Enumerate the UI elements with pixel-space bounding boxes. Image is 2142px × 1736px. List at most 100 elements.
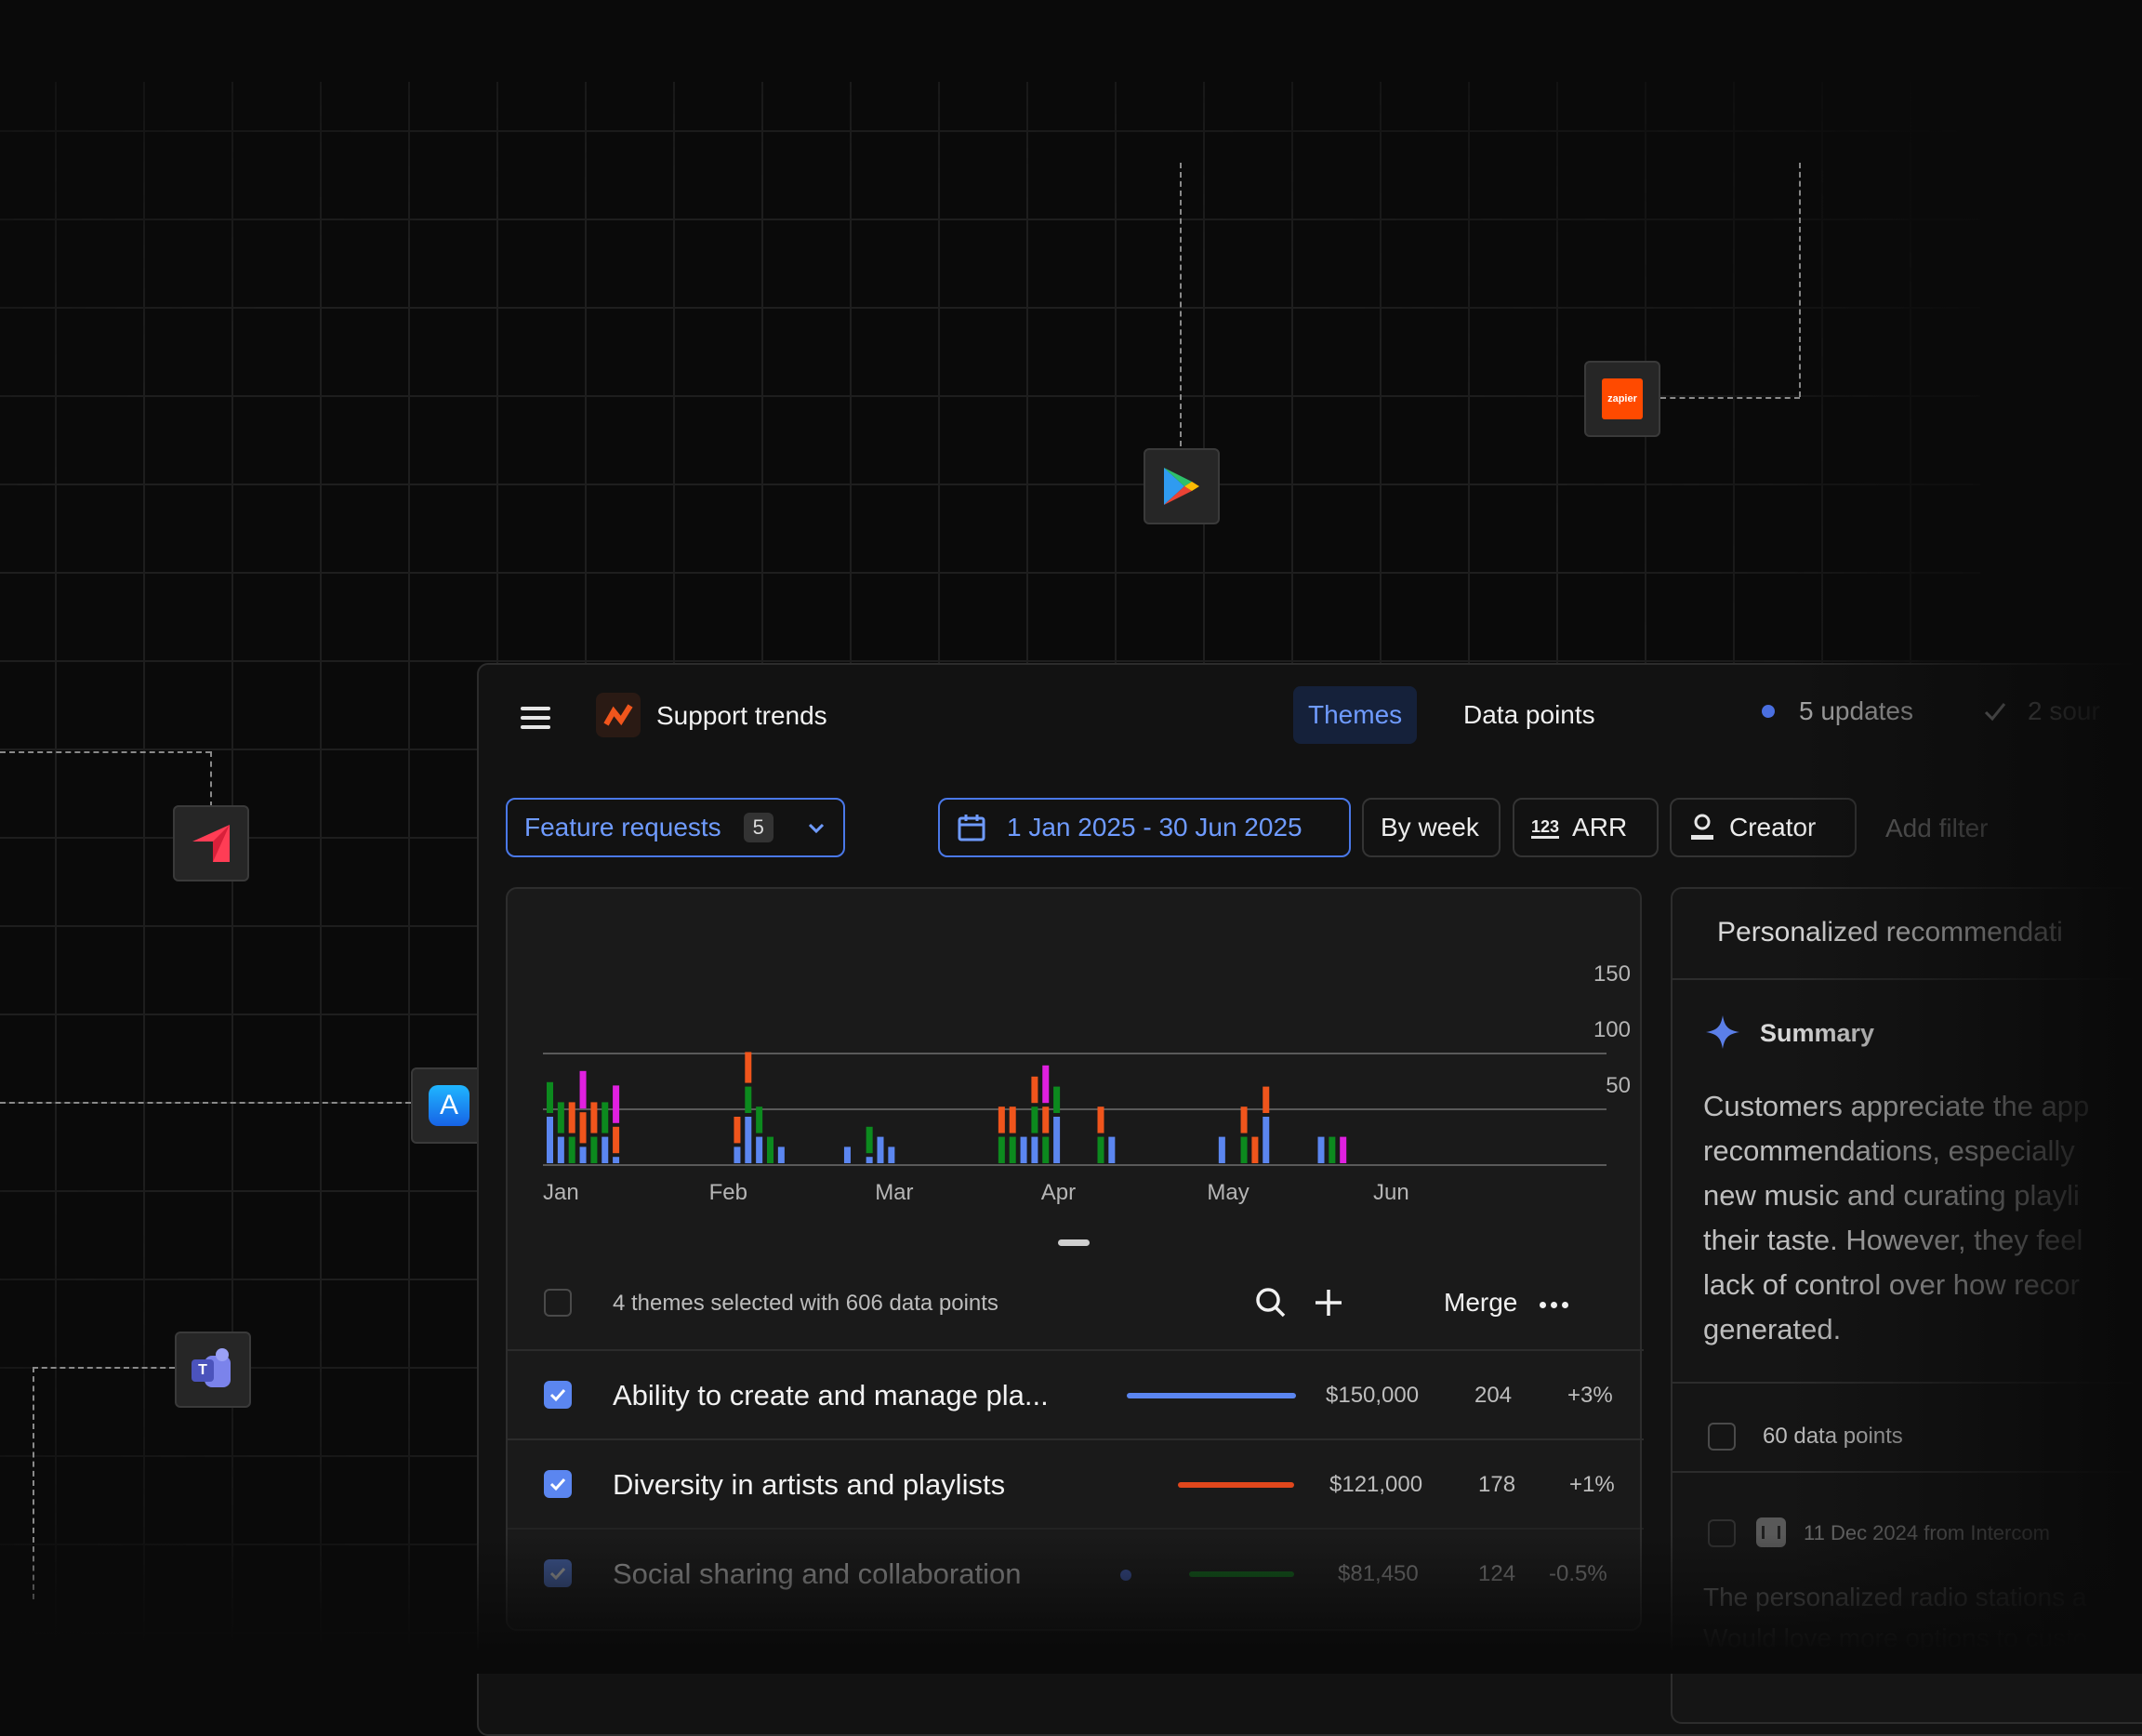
chart-bar-segment[interactable] [756,1107,763,1133]
connector-line [0,751,211,753]
x-tick-label: May [1207,1180,1249,1205]
chart-bar-segment[interactable] [557,1136,564,1163]
sources-indicator[interactable]: 2 sour [1983,696,2100,726]
chart-bar-segment[interactable] [1317,1136,1325,1163]
chart-bar-segment[interactable] [866,1126,873,1154]
chart-bar-segment[interactable] [590,1136,598,1163]
chart-bar-segment[interactable] [1042,1107,1050,1133]
chart-bar-segment[interactable] [1053,1117,1061,1163]
resize-handle[interactable] [1058,1239,1090,1246]
chart-bar-segment[interactable] [998,1107,1005,1133]
date-range-picker[interactable]: 1 Jan 2025 - 30 Jun 2025 [938,798,1351,857]
row-checkbox[interactable] [544,1559,572,1587]
chart-bar-segment[interactable] [1053,1086,1061,1113]
chart-bar-segment[interactable] [1240,1107,1248,1133]
data-points-checkbox[interactable] [1708,1423,1736,1451]
summary-text: Customers appreciate the app recommendat… [1703,1084,2089,1352]
table-row[interactable]: Diversity in artists and playlists $121,… [508,1438,1644,1530]
add-filter-button[interactable]: Add filter [1885,814,1989,842]
chart-bar-segment[interactable] [547,1081,553,1113]
app-window: Support trends Themes Data points 5 upda… [477,663,2142,1736]
chart-bar-segment[interactable] [877,1136,884,1163]
x-tick-label: Mar [875,1180,913,1205]
chart-bar-segment[interactable] [1263,1086,1270,1113]
chart-bar-segment[interactable] [1240,1136,1248,1163]
chart-bar-segment[interactable] [1020,1136,1027,1163]
tab-themes[interactable]: Themes [1293,686,1418,744]
app-store-tile[interactable]: A [411,1067,487,1144]
chart-bar-segment[interactable] [579,1146,587,1163]
grouping-dropdown[interactable]: By week [1362,798,1501,857]
y-tick-label: 100 [1593,1017,1631,1042]
chart-bar-segment[interactable] [557,1102,564,1133]
creator-filter[interactable]: Creator [1670,798,1857,857]
chart-bar-segment[interactable] [1031,1136,1038,1163]
chart-bar-segment[interactable] [579,1070,587,1109]
select-all-checkbox[interactable] [544,1289,572,1317]
chart-bar-segment[interactable] [1042,1136,1050,1163]
chart-bar-segment[interactable] [547,1117,553,1163]
capterra-tile[interactable] [173,805,249,881]
grouping-label: By week [1381,813,1479,841]
table-row[interactable]: Social sharing and collaboration $81,450… [508,1528,1644,1619]
row-checkbox[interactable] [544,1381,572,1409]
zapier-tile[interactable]: zapier [1584,361,1660,437]
chart-bar-segment[interactable] [1042,1065,1050,1104]
table-row[interactable]: Ability to create and manage pla... $150… [508,1349,1644,1440]
chart-bar-segment[interactable] [998,1136,1005,1163]
data-point-checkbox[interactable] [1708,1519,1736,1547]
plus-icon[interactable] [1314,1288,1343,1318]
chart-bar-segment[interactable] [767,1136,774,1163]
tab-data-points[interactable]: Data points [1452,686,1606,744]
menu-icon[interactable] [521,701,550,735]
chart-bar-segment[interactable] [1031,1107,1038,1133]
connector-line [1660,397,1800,399]
chart-bar-segment[interactable] [1340,1136,1347,1163]
chart-bar-segment[interactable] [568,1136,575,1163]
search-icon[interactable] [1254,1286,1288,1319]
row-checkbox[interactable] [544,1470,572,1498]
chart-bar-segment[interactable] [1097,1136,1104,1163]
chart-bar-segment[interactable] [1097,1107,1104,1133]
row-theme-name: Ability to create and manage pla... [613,1379,1049,1411]
chart-bar-segment[interactable] [745,1052,752,1083]
chart-bar-segment[interactable] [579,1112,587,1144]
chart-bar-segment[interactable] [1009,1136,1016,1163]
tab-data-points-label: Data points [1463,700,1595,729]
chart-bar-segment[interactable] [1108,1136,1116,1163]
chart-bar-segment[interactable] [866,1157,873,1163]
chart-bar-segment[interactable] [843,1146,851,1163]
chart-bar-segment[interactable] [777,1146,785,1163]
row-count: 178 [1478,1472,1516,1497]
chart-bar-segment[interactable] [1251,1136,1259,1163]
theme-filter-dropdown[interactable]: Feature requests 5 [506,798,845,857]
merge-button[interactable]: Merge [1444,1288,1518,1317]
chart-bar-segment[interactable] [734,1146,741,1163]
chart-bar-segment[interactable] [602,1102,609,1133]
chart-bar-segment[interactable] [1009,1107,1016,1133]
x-tick-label: Jan [543,1180,579,1205]
support-trends-icon [596,693,641,737]
chart-bar-segment[interactable] [1329,1136,1336,1163]
chart-bar-segment[interactable] [613,1126,620,1154]
ms-teams-tile[interactable]: T [175,1332,251,1408]
chart-bar-segment[interactable] [745,1086,752,1113]
x-tick-label: Feb [709,1180,747,1205]
chart-bar-segment[interactable] [568,1102,575,1133]
chart-bar-segment[interactable] [888,1146,895,1163]
chart-bar-segment[interactable] [602,1136,609,1163]
chart-bar-segment[interactable] [590,1102,598,1133]
divider [1673,978,2142,980]
chart-bar-segment[interactable] [745,1117,752,1163]
metric-dropdown[interactable]: 123 ARR [1513,798,1659,857]
updates-indicator[interactable]: 5 updates [1762,696,1913,726]
chart-bar-segment[interactable] [1263,1117,1270,1163]
chart-bar-segment[interactable] [613,1157,620,1163]
chart-bar-segment[interactable] [613,1085,620,1123]
chart-bar-segment[interactable] [1031,1076,1038,1104]
chart-bar-segment[interactable] [1218,1136,1225,1163]
google-play-tile[interactable] [1144,448,1220,524]
chart-bar-segment[interactable] [756,1136,763,1163]
chart-bar-segment[interactable] [734,1117,741,1144]
more-options-icon[interactable] [1540,1302,1568,1308]
